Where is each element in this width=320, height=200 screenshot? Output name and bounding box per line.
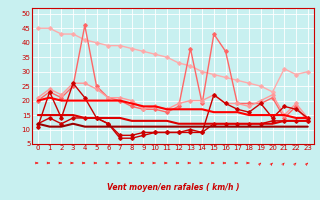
Text: Vent moyen/en rafales ( km/h ): Vent moyen/en rafales ( km/h ): [107, 183, 239, 192]
